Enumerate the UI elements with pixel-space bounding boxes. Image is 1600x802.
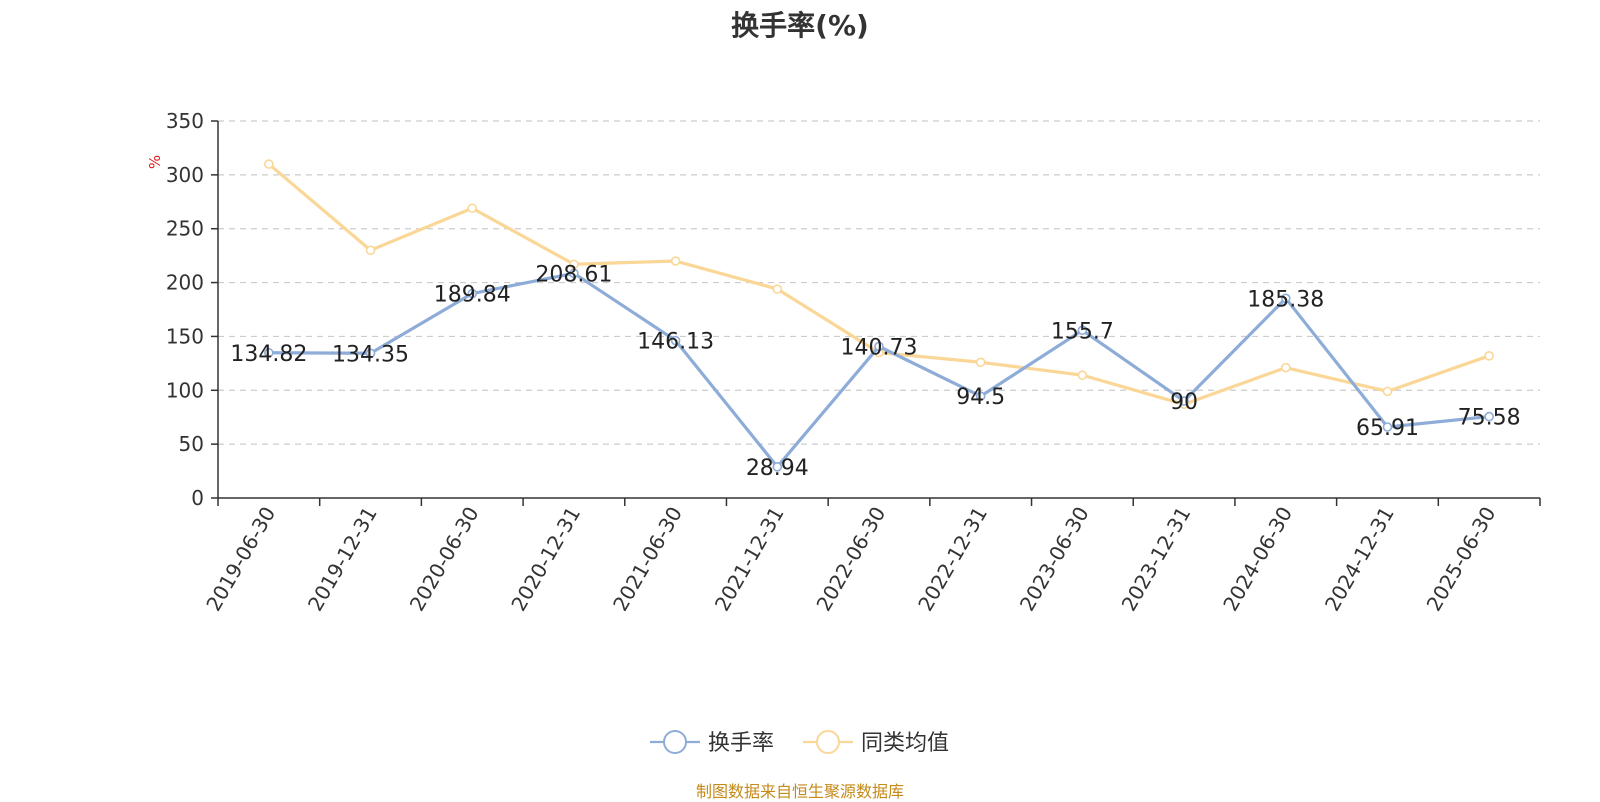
legend-label: 同类均值 — [861, 731, 949, 756]
y-tick-label: 200 — [166, 271, 204, 295]
data-point[interactable] — [569, 259, 579, 270]
data-label: 65.91 — [1356, 416, 1419, 441]
y-tick-label: 250 — [166, 217, 204, 241]
legend[interactable]: 换手率 同类均值 — [650, 730, 949, 756]
y-tick-label: 150 — [166, 324, 204, 348]
data-point[interactable] — [1280, 293, 1291, 304]
data-label: 134.35 — [332, 342, 409, 367]
data-point[interactable] — [1484, 411, 1494, 422]
data-label: 28.94 — [746, 456, 809, 481]
data-label: 90 — [1170, 390, 1198, 415]
legend-label: 换手率 — [708, 731, 774, 756]
legend-circle-icon — [663, 730, 687, 754]
data-label: 189.84 — [434, 283, 511, 308]
data-label: 146.13 — [637, 330, 714, 355]
x-tick-label: 2021-06-30 — [608, 503, 687, 616]
data-label: 185.38 — [1247, 287, 1324, 312]
legend-circle-icon — [816, 730, 840, 754]
grid-lines — [218, 120, 1540, 445]
y-tick-label: 350 — [166, 109, 204, 133]
y-axis-title: % — [146, 155, 164, 169]
data-point[interactable] — [569, 268, 579, 279]
x-tick-label: 2024-06-30 — [1218, 503, 1297, 616]
data-point[interactable] — [1077, 325, 1088, 336]
legend-item-peer-average[interactable]: 同类均值 — [803, 730, 949, 756]
x-tick-label: 2020-12-31 — [506, 503, 585, 616]
x-tick-label: 2019-06-30 — [201, 503, 280, 616]
data-point[interactable] — [975, 391, 986, 402]
x-tick-label: 2025-06-30 — [1422, 503, 1501, 616]
x-tick-label: 2024-12-31 — [1320, 503, 1399, 616]
data-point[interactable] — [467, 288, 478, 299]
data-label: 94.5 — [956, 385, 1005, 410]
data-point[interactable] — [670, 335, 681, 346]
legend-item-turnover[interactable]: 换手率 — [650, 730, 774, 756]
data-label: 140.73 — [841, 335, 918, 360]
y-tick-label: 0 — [191, 486, 204, 510]
source-note: 制图数据来自恒生聚源数据库 — [695, 782, 904, 801]
x-tick-label: 2021-12-31 — [710, 503, 789, 616]
data-point[interactable] — [772, 284, 783, 294]
data-point[interactable] — [1077, 370, 1088, 381]
series-layer — [264, 159, 1494, 472]
y-tick-label: 50 — [179, 432, 204, 456]
data-point[interactable] — [874, 341, 884, 352]
data-point[interactable] — [772, 462, 783, 472]
data-point[interactable] — [1382, 386, 1393, 397]
data-point[interactable] — [1484, 351, 1494, 361]
y-tick-label: 100 — [166, 378, 204, 402]
data-point[interactable] — [467, 203, 478, 214]
data-point[interactable] — [670, 256, 681, 266]
data-label: 134.82 — [230, 342, 307, 367]
x-tick-label: 2023-06-30 — [1015, 503, 1094, 616]
data-point[interactable] — [264, 347, 274, 358]
chart-title: 换手率(%) — [731, 9, 869, 42]
y-tick-label: 300 — [166, 163, 204, 187]
x-tick-label: 2022-06-30 — [811, 503, 890, 616]
data-point[interactable] — [264, 159, 274, 169]
x-tick-label: 2023-12-31 — [1117, 503, 1196, 616]
data-point[interactable] — [365, 348, 376, 359]
x-tick-label: 2020-06-30 — [405, 503, 484, 616]
data-point[interactable] — [1382, 422, 1393, 432]
data-point[interactable] — [365, 245, 376, 256]
x-tick-label: 2022-12-31 — [913, 503, 992, 616]
data-label: 155.7 — [1051, 319, 1114, 344]
data-label: 75.58 — [1458, 406, 1521, 431]
data-label: 208.61 — [535, 262, 612, 287]
x-tick-label: 2019-12-31 — [303, 503, 382, 616]
data-point[interactable] — [975, 357, 986, 368]
data-labels: 134.82 134.35 189.84 208.61 146.13 28.94 140.7… — [230, 262, 1520, 481]
data-point[interactable] — [1179, 396, 1189, 406]
data-point[interactable] — [1280, 362, 1291, 373]
